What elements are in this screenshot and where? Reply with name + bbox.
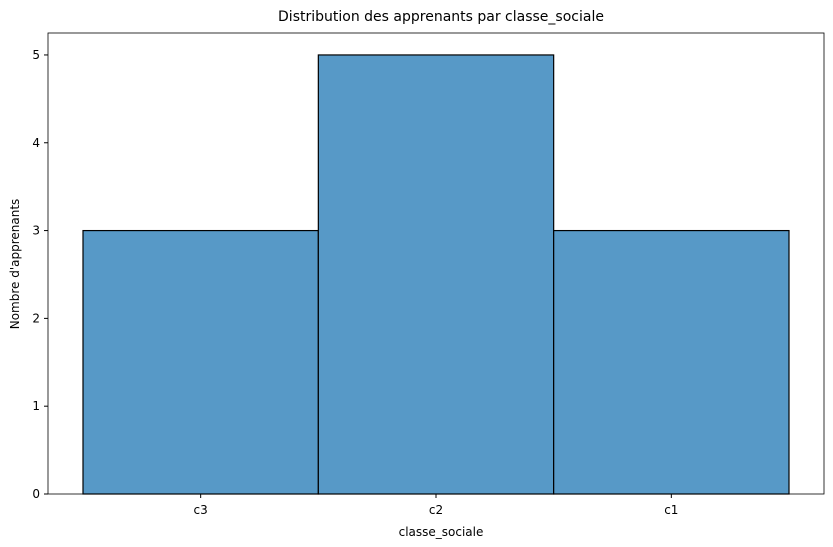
plot-frame	[47, 32, 825, 495]
bar-c1	[553, 229, 790, 495]
x-tick-label: c3	[194, 503, 208, 517]
y-tick-label: 0	[32, 487, 40, 501]
x-axis: c3 c2 c1	[194, 494, 678, 517]
x-tick-label: c2	[429, 503, 443, 517]
y-tick-label: 1	[32, 399, 40, 413]
y-tick-label: 3	[32, 224, 40, 238]
chart-title: Distribution des apprenants par classe_s…	[278, 9, 604, 25]
bars-group	[82, 54, 790, 495]
bar-c2	[317, 54, 555, 495]
y-tick-label: 5	[32, 48, 40, 62]
y-tick-label: 2	[32, 311, 40, 325]
y-tick-label: 4	[32, 136, 40, 150]
x-tick-label: c1	[664, 503, 678, 517]
x-axis-title: classe_sociale	[399, 525, 484, 539]
y-axis: 0 1 2 3 4 5	[32, 48, 48, 501]
bar-c3	[82, 229, 319, 495]
y-axis-title: Nombre d'apprenants	[8, 199, 22, 330]
